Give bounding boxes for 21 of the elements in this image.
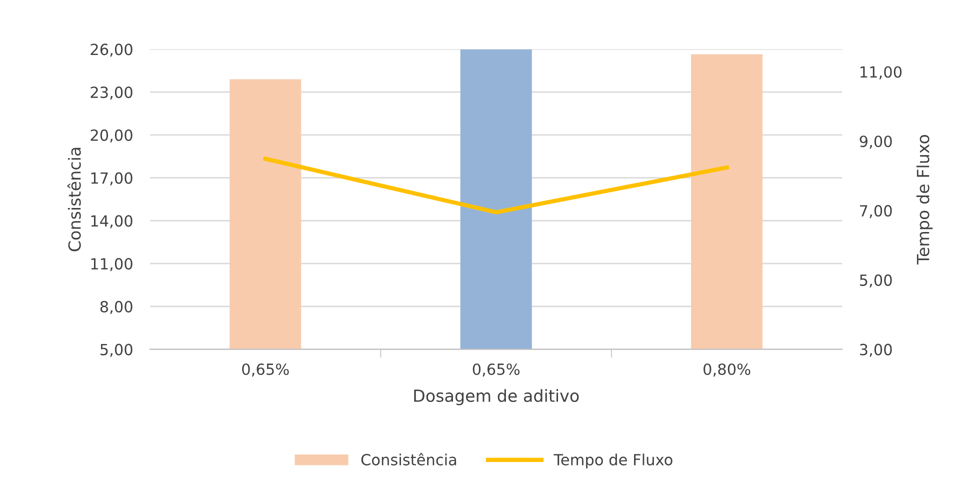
y2-tick-label: 9,00 [860,136,892,149]
y-tick-label: 8,00 [100,300,132,314]
y-tick-label: 26,00 [90,44,132,57]
y2-tick-label: 7,00 [860,205,892,218]
y-tick-label: 5,00 [100,344,132,357]
x-tick-label: 0,80% [704,363,750,377]
y-axis-title: Consistência [67,148,81,252]
y2-tick-label: 5,00 [860,274,892,288]
y2-tick-label: 3,00 [860,344,892,357]
y-tick-label: 23,00 [90,86,132,100]
x-axis-title: Dosagem de aditivo [414,389,579,406]
y-tick-label: 17,00 [91,172,132,186]
x-tick-label: 0,65% [472,363,520,377]
x-tick-label: 0,65% [242,363,289,377]
legend-label: Consistência [361,453,456,466]
y-tick-label: 20,00 [90,129,132,143]
y-tick-label: 11,00 [91,258,132,272]
legend-label: Tempo de Fluxo [554,454,672,468]
y2-axis-title: Tempo de Fluxo [916,134,933,264]
y-tick-label: 14,00 [91,215,132,228]
y2-tick-label: 11,00 [860,66,902,80]
